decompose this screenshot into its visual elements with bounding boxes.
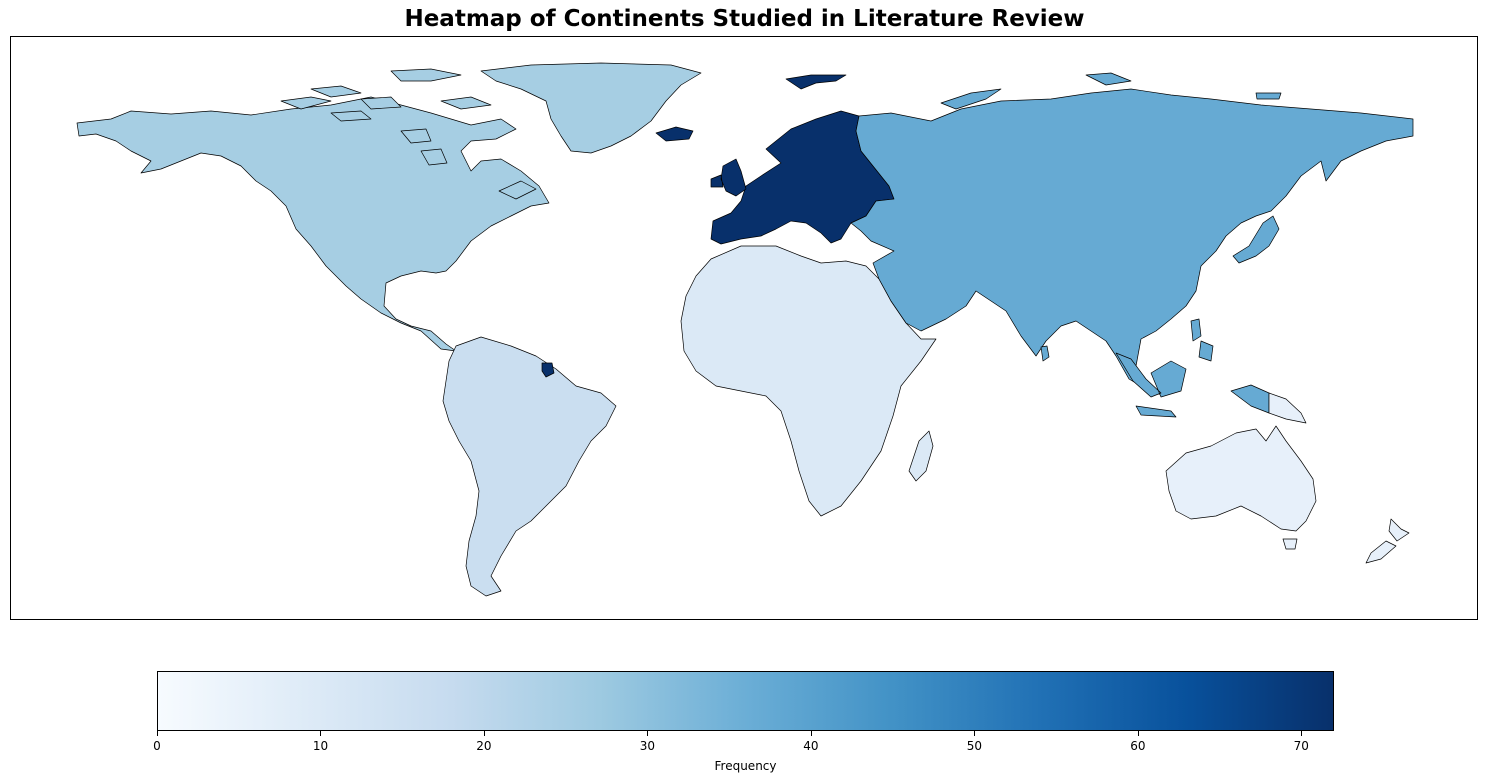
world-map xyxy=(76,62,1414,597)
colorbar-tick xyxy=(320,731,322,736)
colorbar-label: Frequency xyxy=(714,759,777,773)
colorbar-tick xyxy=(810,731,812,736)
region-greenland xyxy=(480,62,702,154)
region-southeast-asia-islands xyxy=(1115,318,1270,418)
colorbar-tick-label: 60 xyxy=(1130,739,1146,753)
region-british-isles xyxy=(710,158,747,197)
colorbar-tick-label: 40 xyxy=(803,739,819,753)
region-arctic-islands xyxy=(940,72,1282,110)
colorbar-tick-label: 50 xyxy=(966,739,982,753)
colorbar-tick-label: 70 xyxy=(1293,739,1309,753)
region-oceania xyxy=(1165,425,1317,532)
region-french-guiana xyxy=(541,362,555,378)
colorbar-tick xyxy=(483,731,485,736)
chart-title: Heatmap of Continents Studied in Literat… xyxy=(404,6,1085,32)
colorbar-ticks: 0 10 20 30 40 50 60 70 xyxy=(153,731,1334,761)
region-new-zealand xyxy=(1365,518,1410,564)
colorbar-tick xyxy=(974,731,976,736)
colorbar-tick xyxy=(1301,731,1303,736)
region-japan xyxy=(1232,215,1280,264)
region-new-guinea xyxy=(1268,392,1307,424)
region-asia xyxy=(850,88,1414,387)
region-tasmania xyxy=(1282,538,1298,550)
colorbar-tick-label: 0 xyxy=(153,739,161,753)
colorbar-tick-label: 20 xyxy=(476,739,492,753)
region-africa xyxy=(680,245,937,517)
region-svalbard xyxy=(785,74,847,90)
colorbar xyxy=(157,671,1334,731)
region-south-america xyxy=(442,336,617,597)
region-north-america-islands xyxy=(280,68,537,200)
colorbar-tick-label: 10 xyxy=(312,739,329,753)
colorbar-tick-label: 30 xyxy=(639,739,656,753)
colorbar-tick xyxy=(647,731,649,736)
colorbar-tick xyxy=(157,731,158,736)
region-sri-lanka xyxy=(1040,345,1050,362)
region-north-america xyxy=(76,96,550,352)
map-area xyxy=(10,36,1478,620)
region-madagascar xyxy=(908,430,934,482)
region-iceland xyxy=(655,126,694,142)
colorbar-tick xyxy=(1137,731,1139,736)
